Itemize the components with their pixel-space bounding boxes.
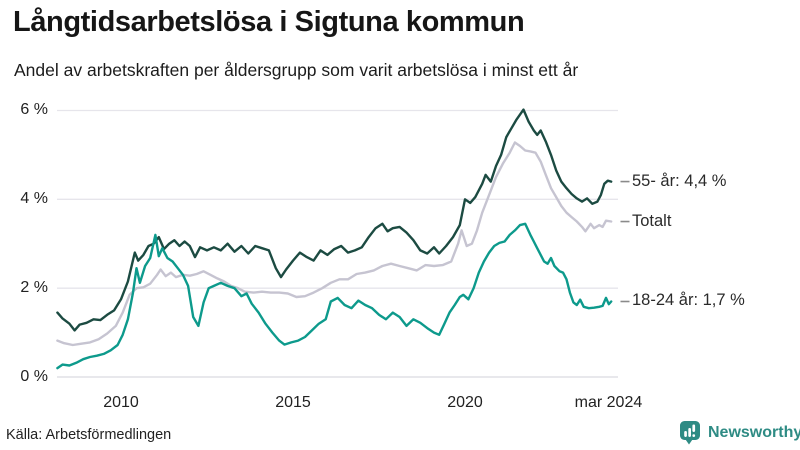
source-note: Källa: Arbetsförmedlingen — [6, 427, 172, 443]
x-tick-label: mar 2024 — [574, 394, 643, 411]
newsworthy-chart-bubble-icon — [679, 420, 702, 445]
series-label-0: 55- år: 4,4 % — [632, 171, 727, 190]
y-tick-label: 6 % — [20, 101, 48, 119]
series-line-2 — [56, 222, 613, 370]
series-line-0 — [56, 108, 613, 332]
y-tick-label: 2 % — [20, 279, 48, 297]
series-label-1: Totalt — [632, 211, 672, 230]
x-tick-label: 2015 — [275, 394, 311, 411]
y-tick-label: 0 % — [20, 368, 48, 385]
series-line-1 — [56, 141, 613, 347]
chart-subtitle: Andel av arbetskraften per åldersgrupp s… — [14, 60, 579, 80]
brand-name: Newsworthy — [708, 423, 800, 441]
y-tick-label: 4 % — [20, 190, 48, 208]
x-tick-label: 2020 — [447, 394, 483, 411]
x-tick-label: 2010 — [103, 394, 139, 411]
series-label-2: 18-24 år: 1,7 % — [632, 291, 745, 310]
brand-logo: Newsworthy — [679, 420, 800, 445]
page-title: Långtidsarbetslösa i Sigtuna kommun — [13, 6, 525, 38]
